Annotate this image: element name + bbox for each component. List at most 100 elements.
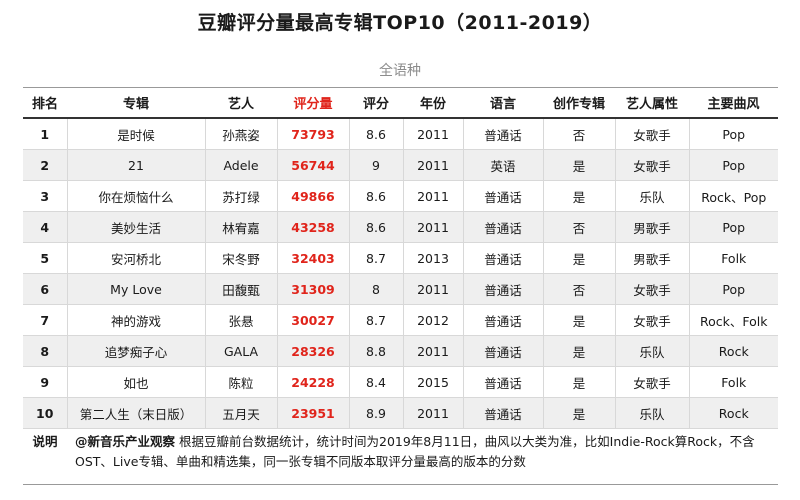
year-cell: 2011 xyxy=(402,149,463,181)
artist-type-cell: 女歌手 xyxy=(614,118,689,150)
language-cell: 普通话 xyxy=(462,180,543,212)
genre-cell: Rock、Folk xyxy=(688,304,778,336)
original-cell: 是 xyxy=(542,180,615,212)
votes-cell: 56744 xyxy=(276,149,349,181)
original-cell: 是 xyxy=(542,397,615,429)
artist-type-cell: 乐队 xyxy=(614,397,689,429)
table-header: 排名 专辑 艺人 评分量 评分 年份 语言 创作专辑 艺人属性 主要曲风 xyxy=(23,87,778,119)
genre-cell: Pop xyxy=(688,149,778,181)
page-subtitle: 全语种 xyxy=(379,63,421,79)
language-cell: 英语 xyxy=(462,149,543,181)
rank-header: 排名 xyxy=(23,87,67,119)
genre-cell: Pop xyxy=(688,118,778,150)
original-cell: 否 xyxy=(542,118,615,150)
score-value-cell: 8.4 xyxy=(348,366,403,398)
table-row: 10 第二人生（末日版） 五月天 23951 8.9 2011 普通话是乐队 Rock xyxy=(23,397,778,429)
rank-cell: 4 xyxy=(23,211,67,243)
language-cell: 普通话 xyxy=(462,211,543,243)
album-cell: 第二人生（末日版） xyxy=(66,397,205,429)
album-cell: 是时候 xyxy=(66,118,205,150)
language-cell: 普通话 xyxy=(462,273,543,305)
table-row: 9 如也 陈粒 24228 8.4 2015 普通话是女歌手 Folk xyxy=(23,366,778,398)
note-label: 说明 xyxy=(23,428,67,485)
genre-cell: Rock xyxy=(688,397,778,429)
album-cell: 你在烦恼什么 xyxy=(66,180,205,212)
language-header: 语言 xyxy=(463,87,543,119)
votes-cell: 32403 xyxy=(276,242,349,274)
artist-type-cell: 女歌手 xyxy=(614,273,689,305)
ranking-table: 排名 专辑 艺人 评分量 评分 年份 语言 创作专辑 艺人属性 主要曲风 1 是时候 孙燕姿 73793… xyxy=(23,87,778,485)
genre-cell: Rock xyxy=(688,335,778,367)
rank-cell: 7 xyxy=(23,304,67,336)
genre-cell: Pop xyxy=(688,273,778,305)
language-cell: 普通话 xyxy=(462,335,543,367)
votes-cell: 73793 xyxy=(276,118,349,150)
table-row: 4 美妙生活 林宥嘉 43258 8.6 2011 普通话否男歌手 Pop xyxy=(23,211,778,243)
original-cell: 是 xyxy=(542,304,615,336)
note-text: 根据豆瓣前台数据统计，统计时间为2019年8月11日，曲风以大类为准，比如Ind… xyxy=(75,434,755,469)
artist-type-cell: 乐队 xyxy=(614,180,689,212)
original-cell: 否 xyxy=(542,211,615,243)
artist-cell: 苏打绿 xyxy=(204,180,277,212)
year-cell: 2013 xyxy=(402,242,463,274)
artist-type-cell: 男歌手 xyxy=(614,211,689,243)
rank-cell: 2 xyxy=(23,149,67,181)
header-row: 排名 专辑 艺人 评分量 评分 年份 语言 创作专辑 艺人属性 主要曲风 xyxy=(23,87,778,119)
votes-cell: 31309 xyxy=(276,273,349,305)
year-cell: 2011 xyxy=(402,335,463,367)
year-cell: 2012 xyxy=(402,304,463,336)
rank-cell: 6 xyxy=(23,273,67,305)
artist-cell: 林宥嘉 xyxy=(204,211,277,243)
artist-type-cell: 女歌手 xyxy=(614,366,689,398)
note-row: 说明 @新音乐产业观察 根据豆瓣前台数据统计，统计时间为2019年8月11日，曲… xyxy=(23,428,778,485)
table-row: 5 安河桥北 宋冬野 32403 8.7 2013 普通话是男歌手 Folk xyxy=(23,242,778,274)
album-cell: 安河桥北 xyxy=(66,242,205,274)
table-body: 1 是时候 孙燕姿 73793 8.6 2011 普通话否女歌手 Pop 2 21 Adele 567… xyxy=(23,118,778,429)
score-value-cell: 8.9 xyxy=(348,397,403,429)
page-title: 豆瓣评分量最高专辑TOP10（2011-2019） xyxy=(197,12,603,34)
rank-cell: 1 xyxy=(23,118,67,150)
language-cell: 普通话 xyxy=(462,366,543,398)
year-cell: 2015 xyxy=(402,366,463,398)
votes-cell: 30027 xyxy=(276,304,349,336)
album-cell: 如也 xyxy=(66,366,205,398)
genre-cell: Folk xyxy=(688,242,778,274)
original-cell: 是 xyxy=(542,366,615,398)
artist-type-header: 艺人属性 xyxy=(615,87,689,119)
table-row: 8 追梦痴子心 GALA 28326 8.8 2011 普通话是乐队 Rock xyxy=(23,335,778,367)
album-header: 专辑 xyxy=(67,87,205,119)
artist-cell: 田馥甄 xyxy=(204,273,277,305)
year-cell: 2011 xyxy=(402,211,463,243)
note-content: @新音乐产业观察 根据豆瓣前台数据统计，统计时间为2019年8月11日，曲风以大… xyxy=(67,428,778,485)
rank-cell: 8 xyxy=(23,335,67,367)
original-header: 创作专辑 xyxy=(543,87,615,119)
score-value-cell: 8.8 xyxy=(348,335,403,367)
score-value-cell: 8.6 xyxy=(348,211,403,243)
artist-cell: Adele xyxy=(204,149,277,181)
table-row: 1 是时候 孙燕姿 73793 8.6 2011 普通话否女歌手 Pop xyxy=(23,118,778,150)
genre-cell: Rock、Pop xyxy=(688,180,778,212)
year-cell: 2011 xyxy=(402,397,463,429)
table-row: 7 神的游戏 张悬 30027 8.7 2012 普通话是女歌手 Rock、Folk xyxy=(23,304,778,336)
artist-cell: 宋冬野 xyxy=(204,242,277,274)
language-cell: 普通话 xyxy=(462,118,543,150)
votes-cell: 24228 xyxy=(276,366,349,398)
votes-cell: 43258 xyxy=(276,211,349,243)
artist-type-cell: 女歌手 xyxy=(614,304,689,336)
genre-cell: Folk xyxy=(688,366,778,398)
table-footer: 说明 @新音乐产业观察 根据豆瓣前台数据统计，统计时间为2019年8月11日，曲… xyxy=(23,428,778,485)
rank-cell: 9 xyxy=(23,366,67,398)
album-cell: 21 xyxy=(66,149,205,181)
album-cell: 追梦痴子心 xyxy=(66,335,205,367)
score-value-cell: 9 xyxy=(348,149,403,181)
album-cell: 神的游戏 xyxy=(66,304,205,336)
artist-cell: 孙燕姿 xyxy=(204,118,277,150)
artist-cell: 五月天 xyxy=(204,397,277,429)
genre-cell: Pop xyxy=(688,211,778,243)
year-header: 年份 xyxy=(403,87,463,119)
year-cell: 2011 xyxy=(402,118,463,150)
artist-cell: 张悬 xyxy=(204,304,277,336)
year-cell: 2011 xyxy=(402,273,463,305)
artist-type-cell: 女歌手 xyxy=(614,149,689,181)
original-cell: 是 xyxy=(542,335,615,367)
